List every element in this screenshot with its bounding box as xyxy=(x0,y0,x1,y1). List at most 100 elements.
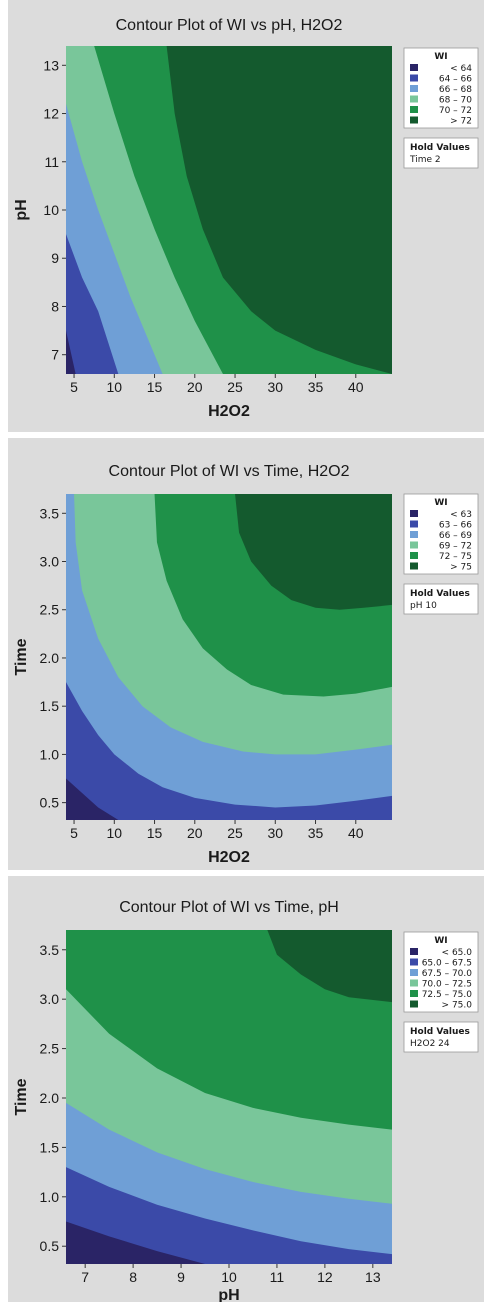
x-tick-label: 35 xyxy=(308,379,324,395)
legend-label: > 72 xyxy=(450,117,472,127)
legend-title: WI xyxy=(434,52,447,62)
axis-ticks: 5 10 15 20 25 30 35 40 0.5 1.0 1.5 2.0 2.5 3.0 3.5 xyxy=(40,505,364,841)
legend-swatch xyxy=(410,948,418,955)
contour-region-1 xyxy=(66,1167,392,1264)
y-tick-label: 7 xyxy=(51,347,59,363)
legend-box xyxy=(403,47,479,129)
legend-swatch xyxy=(410,531,418,538)
chart-title: Contour Plot of WI vs Time, H2O2 xyxy=(109,463,350,480)
y-axis-label: Time xyxy=(13,1078,30,1115)
legend-label: 70.0 – 72.5 xyxy=(422,980,472,990)
contour-region-1 xyxy=(66,682,392,820)
x-tick-label: 20 xyxy=(187,825,203,841)
legend-title: WI xyxy=(434,936,447,946)
legend-label: 66 – 69 xyxy=(439,531,472,541)
hold-values: Hold Values H2O2 24 xyxy=(403,1021,479,1053)
x-tick-label: 15 xyxy=(147,825,163,841)
axis-ticks: 7 8 9 10 11 12 13 0.5 1.0 1.5 2.0 2.5 3.0 3.5 xyxy=(40,942,381,1285)
hold-values: Hold Values Time 2 xyxy=(403,137,479,169)
legend-label: 69 – 72 xyxy=(439,542,472,552)
legend-label: 67.5 – 70.0 xyxy=(422,969,473,979)
legend-label: < 65.0 xyxy=(442,948,473,958)
legend-swatch xyxy=(410,106,418,113)
legend-swatch xyxy=(410,64,418,71)
y-tick-label: 12 xyxy=(43,106,59,122)
y-tick-label: 13 xyxy=(43,57,59,73)
hold-values-header: Hold Values xyxy=(410,1027,470,1037)
legend-label: 65.0 – 67.5 xyxy=(422,959,472,969)
x-tick-label: 30 xyxy=(267,825,283,841)
legend-label: 66 – 68 xyxy=(439,85,472,95)
contour-panel-time-h2o2: Contour Plot of WI vs Time, H2O2 5 10 15 20 2… xyxy=(8,438,484,870)
x-tick-label: 40 xyxy=(348,825,364,841)
contour-regions xyxy=(66,494,392,820)
y-tick-label: 11 xyxy=(44,154,59,170)
y-axis-label: Time xyxy=(13,638,30,675)
hold-value-line: pH 10 xyxy=(410,601,437,611)
contour-regions xyxy=(66,930,392,1264)
contour-panel-ph-h2o2: Contour Plot of WI vs pH, H2O2 5 10 15 20 25 3… xyxy=(8,0,484,432)
x-tick-label: 12 xyxy=(317,1269,333,1285)
y-tick-label: 2.5 xyxy=(40,602,60,618)
x-tick-label: 25 xyxy=(227,379,243,395)
hold-value-line: Time 2 xyxy=(409,155,441,165)
y-tick-label: 2.0 xyxy=(40,650,60,666)
y-tick-label: 1.5 xyxy=(40,1139,60,1155)
x-tick-label: 9 xyxy=(177,1269,185,1285)
y-tick-label: 0.5 xyxy=(40,1238,60,1254)
x-tick-label: 7 xyxy=(81,1269,89,1285)
x-axis-label: H2O2 xyxy=(208,849,250,866)
y-tick-label: 3.5 xyxy=(40,942,60,958)
legend-swatch xyxy=(410,969,418,976)
legend-label: > 75 xyxy=(450,563,472,573)
x-tick-label: 5 xyxy=(70,379,78,395)
chart-title: Contour Plot of WI vs pH, H2O2 xyxy=(116,17,343,34)
y-tick-label: 9 xyxy=(51,250,59,266)
x-tick-label: 25 xyxy=(227,825,243,841)
x-axis-label: H2O2 xyxy=(208,403,250,420)
x-tick-label: 5 xyxy=(70,825,78,841)
y-tick-label: 3.0 xyxy=(40,991,60,1007)
axis-ticks: 5 10 15 20 25 30 35 40 7 8 9 10 11 12 13 xyxy=(43,57,363,395)
legend-label: 72.5 – 75.0 xyxy=(422,990,473,1000)
legend-swatch xyxy=(410,95,418,103)
chart-title: Contour Plot of WI vs Time, pH xyxy=(119,899,339,916)
hold-values-box xyxy=(403,137,479,169)
hold-value-line: H2O2 24 xyxy=(410,1039,450,1049)
x-tick-label: 30 xyxy=(267,379,283,395)
y-tick-label: 1.5 xyxy=(40,698,60,714)
y-tick-label: 2.0 xyxy=(40,1090,60,1106)
legend-swatch xyxy=(410,1000,418,1008)
legend-swatch xyxy=(410,562,418,570)
contour-regions xyxy=(66,46,392,374)
legend-swatch xyxy=(410,85,418,92)
y-tick-label: 3.5 xyxy=(40,505,60,521)
contour-chart-ph-h2o2: Contour Plot of WI vs pH, H2O2 5 10 15 20 25 3… xyxy=(13,17,479,420)
contour-chart-time-ph: Contour Plot of WI vs Time, pH 7 8 9 10 11 12 1… xyxy=(13,899,479,1302)
legend-label: > 75.0 xyxy=(442,1001,473,1011)
contour-region-2 xyxy=(66,494,392,820)
y-axis-label: pH xyxy=(13,199,30,220)
legend-swatch xyxy=(410,510,418,517)
contour-region-1 xyxy=(66,234,119,374)
legend-label: 68 – 70 xyxy=(439,96,472,106)
legend-swatch xyxy=(410,541,418,549)
legend-label: 72 – 75 xyxy=(439,552,472,562)
x-tick-label: 20 xyxy=(187,379,203,395)
legend-label: 64 – 66 xyxy=(439,75,472,85)
x-tick-label: 10 xyxy=(107,379,123,395)
hold-values-box xyxy=(403,1021,479,1053)
legend-swatch xyxy=(410,520,418,528)
x-tick-label: 11 xyxy=(270,1269,285,1285)
legend-label: < 63 xyxy=(450,510,472,520)
legend: WI < 65.065.0 – 67.567.5 – 70.070.0 – 72.… xyxy=(403,931,479,1013)
legend-swatch xyxy=(410,116,418,124)
y-tick-label: 10 xyxy=(43,202,59,218)
x-tick-label: 35 xyxy=(308,825,324,841)
legend-swatch xyxy=(410,958,418,966)
y-tick-label: 8 xyxy=(51,298,59,314)
contour-region-0 xyxy=(66,330,76,374)
y-tick-label: 2.5 xyxy=(40,1041,60,1057)
x-tick-label: 15 xyxy=(147,379,163,395)
